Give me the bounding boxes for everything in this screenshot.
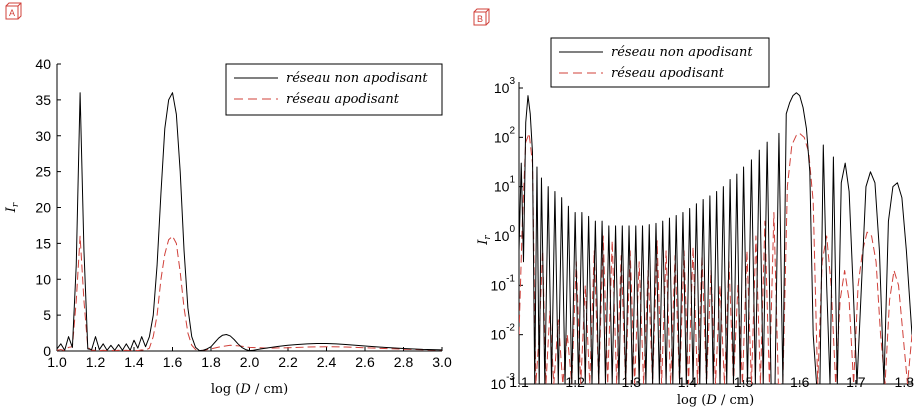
chart-a-y-tick-label: 10 [35,271,51,287]
chart-a-x-tick-label: 3.0 [432,354,452,370]
chart-b-x-tick-label: 1.4 [678,374,698,390]
legend-entry: réseau apodisant [286,92,400,107]
chart-a-x-tick-label: 1.4 [124,354,144,370]
chart-b-y-tick-label: 100 [494,224,516,244]
chart-a-x-tick-label: 2.0 [240,354,260,370]
chart-a-x-tick-label: 2.2 [278,354,298,370]
chart-b-x-tick-label: 1.3 [622,374,642,390]
legend-box [225,63,443,116]
chart-b-y-tick-label: 10-2 [491,323,516,343]
chart-a-x-tick-label: 1.2 [86,354,106,370]
panel-a-label: A [9,8,15,18]
chart-a-plot-area [57,92,442,351]
chart-b-x-tick-label: 1.1 [509,374,529,390]
chart-b-x-tick-label: 1.7 [846,374,866,390]
chart-a-y-tick-label: 25 [35,164,51,180]
chart-a-y-label: Ir [4,202,21,213]
chart-a: 0 5 10 15 20 25 30 35 40 1.0 1.2 1.4 1.6 1.8 2.0 2.2 2.4… [4,56,452,397]
chart-b-x-tick-label: 1.6 [790,374,810,390]
chart-a-legend: réseau non apodisant réseau apodisant [225,63,443,116]
legend-entry: réseau non apodisant [286,71,428,86]
chart-b-x-label: log (D / cm) [677,393,754,408]
chart-b-x-tick-label: 1.5 [734,374,754,390]
chart-b-legend: réseau non apodisant réseau apodisant [550,37,770,88]
chart-b-y-tick-label: 10-1 [491,273,516,293]
chart-b-x-tick-label: 1.2 [565,374,585,390]
chart-a-series-non-apodisant [57,92,442,351]
chart-b-y-tick-label: 102 [494,125,516,145]
chart-b-x-tick-label: 1.8 [895,374,915,390]
legend-entry: réseau non apodisant [611,45,753,60]
chart-a-x-tick-label: 2.4 [317,354,337,370]
chart-a-y-tick-label: 15 [35,235,51,251]
chart-a-y-tick-label: 20 [35,200,51,216]
chart-b-y-tick-label: 10-3 [491,372,516,392]
chart-a-series-apodisant [57,235,442,351]
panel-b-label: B [477,14,483,24]
chart-a-x-tick-label: 1.8 [201,354,221,370]
chart-a-x-tick-label: 2.6 [355,354,375,370]
chart-b-y-tick-label: 101 [494,175,516,195]
chart-a-x-tick-label: 1.0 [47,354,67,370]
chart-a-y-tick-label: 35 [35,92,51,108]
chart-a-y-tick-label: 5 [43,307,51,323]
chart-a-x-tick-label: 1.6 [163,354,183,370]
chart-b-plot-area [519,92,912,384]
chart-b: 103 102 101 100 10-1 10-2 10-31.1 1.2 1.3 1.4 1.5 1… [476,37,915,408]
panel-a-badge: A [5,2,22,20]
chart-b-y-tick-label: 103 [494,76,516,96]
chart-b-series-non-apodisant [519,92,912,384]
panel-b-badge: B [473,8,490,26]
chart-a-y-tick-label: 0 [43,343,51,359]
chart-a-x-label: log (D / cm) [211,382,288,397]
chart-a-x-tick-label: 2.8 [394,354,414,370]
chart-a-y-tick-label: 40 [35,56,51,72]
legend-box [550,37,770,88]
chart-a-y-tick-label: 30 [35,128,51,144]
legend-entry: réseau apodisant [611,66,725,81]
chart-b-y-label: Ir [476,235,493,246]
